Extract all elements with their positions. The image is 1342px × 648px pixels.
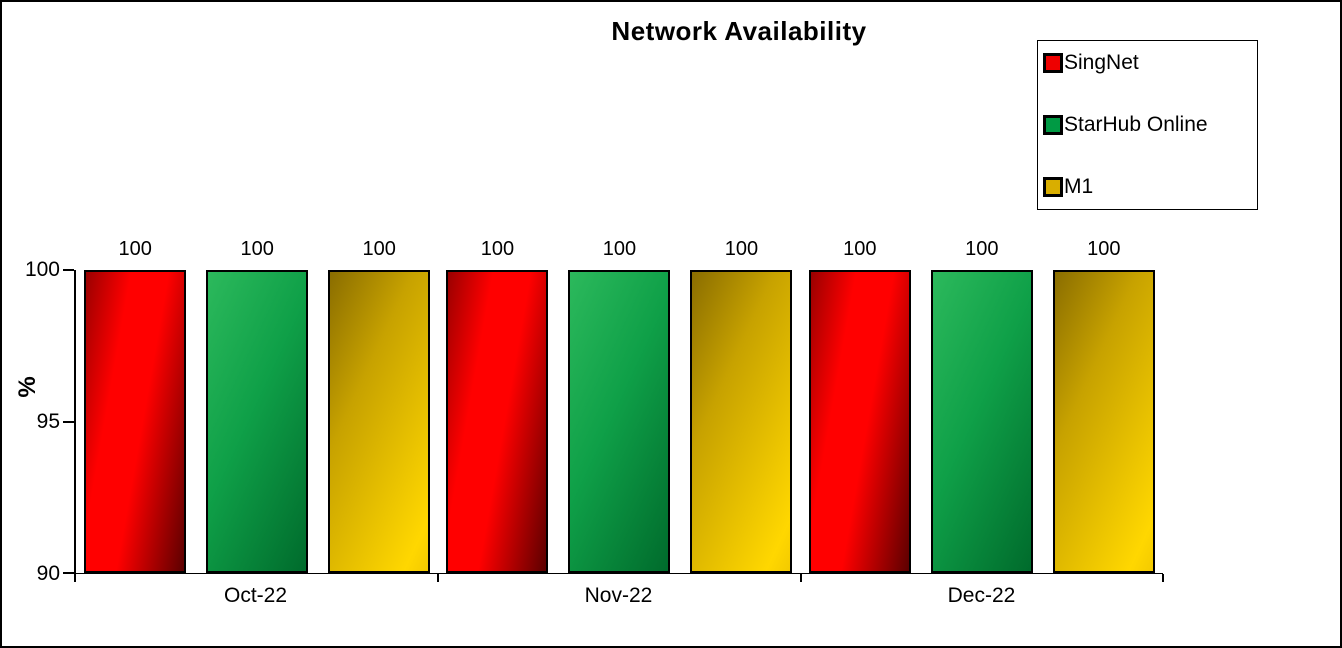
y-tick-label-100: 100: [24, 258, 60, 281]
bar-groups: 100 100 100 100 100 100 100 100 100: [76, 238, 1163, 573]
data-label: 100: [602, 238, 637, 260]
bar-group: 100 100 100: [438, 238, 800, 573]
x-tick-mark: [799, 574, 802, 582]
x-tick-mark: [1162, 574, 1164, 582]
y-tick-mark: [63, 572, 74, 574]
bar-starhub-online: 100: [568, 238, 671, 573]
bar-group: 100 100 100: [76, 238, 438, 573]
data-label: 100: [362, 238, 396, 260]
chart-title: Network Availability: [611, 16, 867, 46]
x-tick-mark: [437, 574, 440, 582]
bar-m1: 100: [328, 238, 431, 573]
category-axis: Oct-22 Nov-22 Dec-22: [74, 584, 1163, 608]
x-tick-mark: [74, 574, 76, 582]
legend-swatch-m1-icon: [1043, 177, 1063, 197]
legend-item-m1: M1: [1043, 176, 1252, 198]
bar-m1: 100: [1052, 238, 1155, 573]
legend-label-starhub: StarHub Online: [1064, 113, 1208, 136]
bar-starhub-online: 100: [206, 238, 309, 573]
bar-singnet: 100: [84, 238, 187, 573]
bar-m1: 100: [690, 238, 793, 573]
data-label: 100: [724, 238, 759, 260]
bar-singnet: 100: [446, 238, 549, 573]
bar-group: 100 100 100: [801, 238, 1163, 573]
category-label-oct: Oct-22: [223, 584, 288, 607]
legend-label-m1: M1: [1064, 175, 1094, 198]
legend-swatch-starhub-icon: [1043, 115, 1063, 135]
legend-item-starhub: StarHub Online: [1043, 114, 1252, 136]
category-label-dec: Dec-22: [947, 584, 1016, 607]
plot-area: 100 100 100 100 100 100 100 100 100: [63, 238, 1164, 582]
legend-item-singnet: SingNet: [1043, 52, 1252, 74]
y-tick-mark: [63, 420, 74, 423]
data-label: 100: [118, 238, 152, 260]
data-label: 100: [843, 238, 877, 260]
data-label: 100: [240, 238, 274, 260]
y-axis-title: %: [14, 376, 41, 398]
bar-singnet: 100: [808, 238, 911, 573]
data-label: 100: [1087, 238, 1121, 260]
legend: SingNet StarHub Online M1: [1037, 40, 1258, 210]
y-tick-label-90: 90: [36, 562, 60, 585]
y-tick-label-95: 95: [36, 410, 60, 433]
y-tick-mark: [63, 269, 74, 271]
legend-label-singnet: SingNet: [1064, 51, 1139, 74]
legend-swatch-singnet-icon: [1043, 53, 1063, 73]
bar-starhub-online: 100: [930, 238, 1033, 573]
data-label: 100: [480, 238, 515, 260]
data-label: 100: [965, 238, 999, 260]
category-label-nov: Nov-22: [584, 584, 653, 607]
